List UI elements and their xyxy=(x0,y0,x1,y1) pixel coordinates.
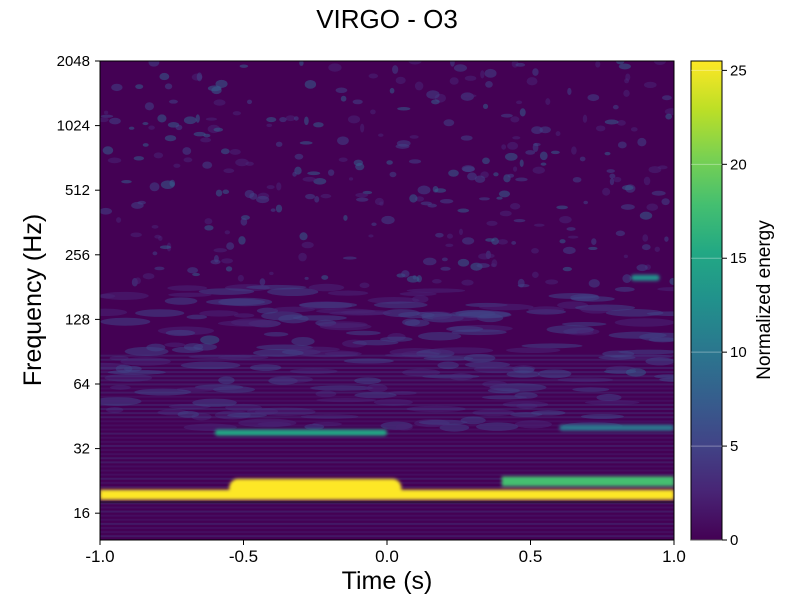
heatmap-layer xyxy=(100,61,674,538)
colorbar: 0 5 10 15 20 25 Normalized energy xyxy=(690,60,775,549)
y-axis-ticks: 16 32 64 128 256 512 1024 2048 xyxy=(57,53,100,522)
colorbar-label: Normalized energy xyxy=(754,220,775,380)
energy-feature xyxy=(630,274,660,281)
colorbar-tick-label: 15 xyxy=(730,250,747,267)
chart-title: VIRGO - O3 xyxy=(316,4,458,34)
colorbar-gradient xyxy=(690,60,723,541)
x-tick-label: -0.5 xyxy=(229,547,258,566)
x-axis-ticks: -1.0 -0.5 0.0 0.5 1.0 xyxy=(85,540,686,566)
plot-area xyxy=(99,60,675,541)
x-tick-label: -1.0 xyxy=(85,547,114,566)
colorbar-tick-label: 0 xyxy=(730,532,738,549)
energy-features xyxy=(100,274,674,500)
y-axis-label: Frequency (Hz) xyxy=(19,214,47,386)
x-tick-label: 1.0 xyxy=(662,547,686,566)
x-tick-label: 0.0 xyxy=(375,547,399,566)
line-gap xyxy=(100,501,674,504)
energy-feature xyxy=(501,476,674,487)
energy-feature xyxy=(559,424,674,431)
y-tick-label: 2048 xyxy=(57,53,90,70)
y-tick-label: 64 xyxy=(73,376,90,393)
y-tick-label: 32 xyxy=(73,441,90,458)
y-tick-label: 128 xyxy=(65,311,90,328)
energy-feature xyxy=(229,478,402,497)
y-tick-label: 16 xyxy=(73,505,90,522)
x-axis-label: Time (s) xyxy=(342,567,433,595)
colorbar-ticks: 0 5 10 15 20 25 xyxy=(691,62,747,549)
colorbar-tick-label: 20 xyxy=(730,156,747,173)
energy-feature xyxy=(214,429,387,436)
y-tick-label: 256 xyxy=(65,247,90,264)
colorbar-tick-label: 10 xyxy=(730,344,747,361)
y-tick-label: 1024 xyxy=(57,118,90,135)
x-tick-label: 0.5 xyxy=(519,547,543,566)
background-noise xyxy=(100,61,674,432)
colorbar-tick-label: 5 xyxy=(730,438,738,455)
colorbar-tick-label: 25 xyxy=(730,62,747,79)
y-tick-label: 512 xyxy=(65,182,90,199)
